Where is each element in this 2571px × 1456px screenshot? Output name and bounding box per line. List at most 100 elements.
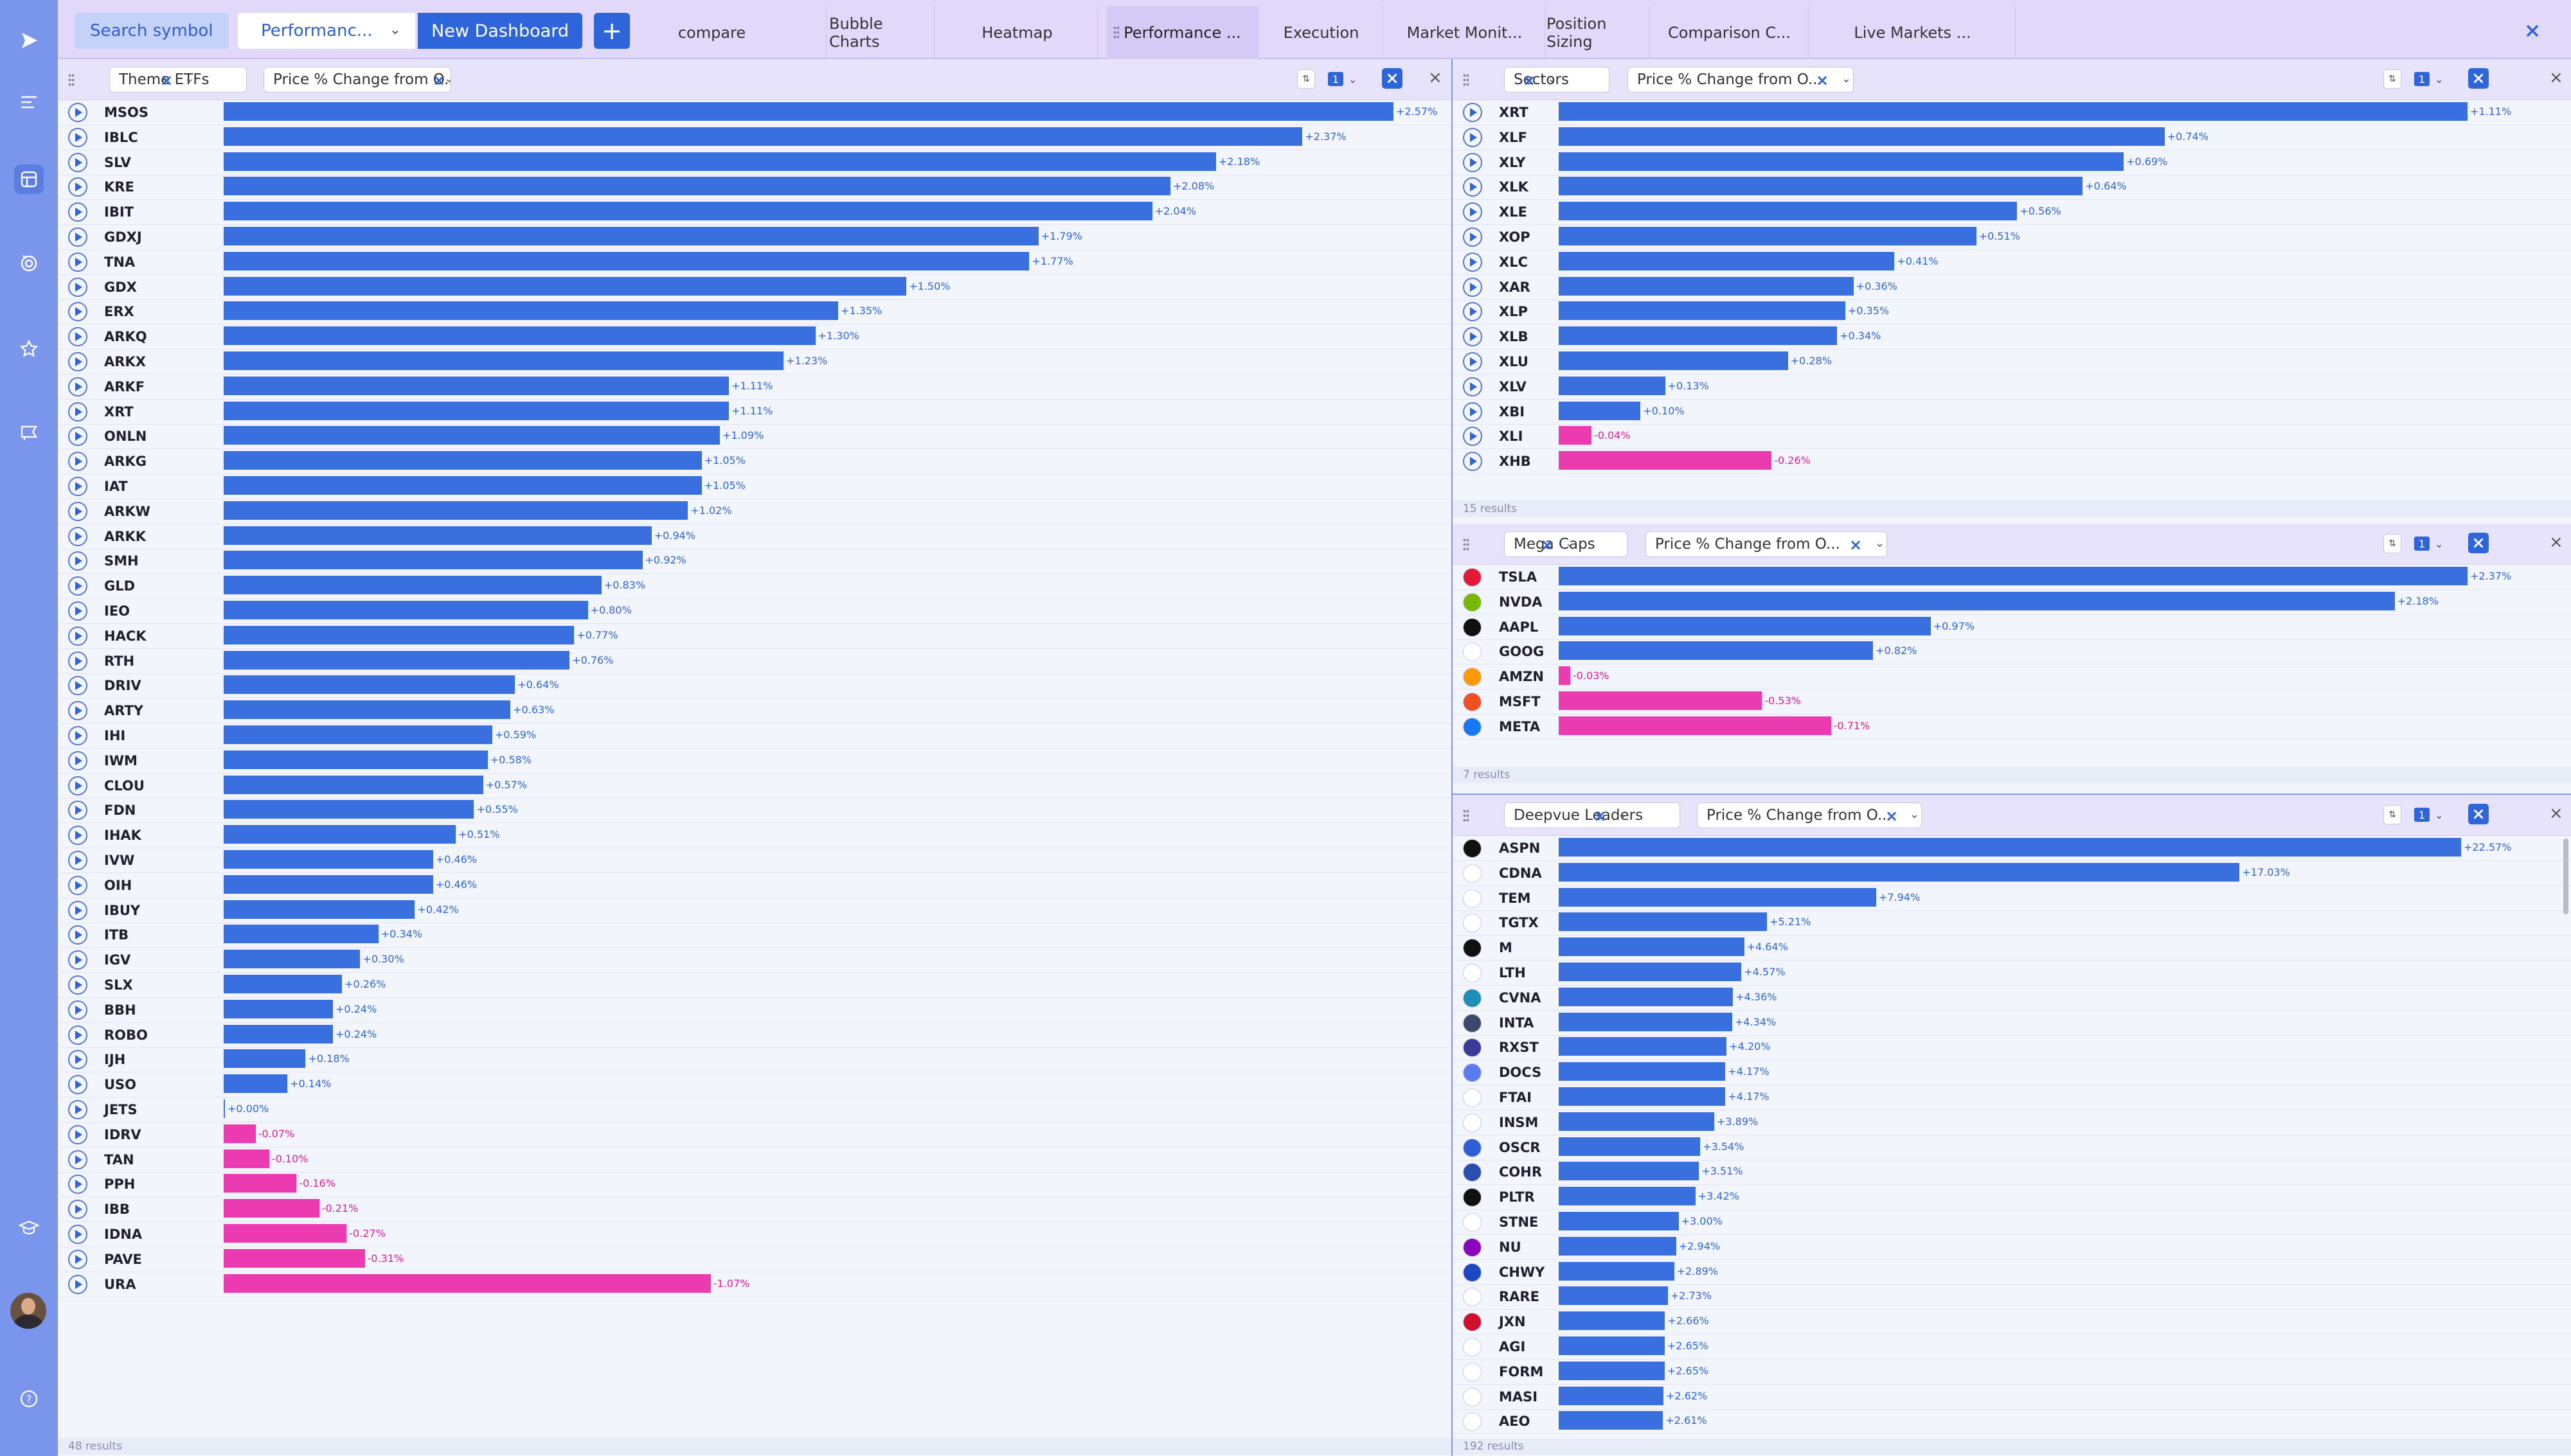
scanner-icon[interactable] (14, 248, 44, 278)
ticker-symbol[interactable]: SMH (104, 553, 139, 569)
table-row[interactable]: XAR +0.36% (1453, 275, 2571, 300)
x-logo-icon[interactable] (2468, 68, 2489, 89)
ticker-symbol[interactable]: ERX (104, 304, 134, 320)
table-row[interactable]: SMH +0.92% (58, 549, 1451, 574)
ticker-symbol[interactable]: XHB (1499, 454, 1531, 470)
table-row[interactable]: PPH -0.16% (58, 1172, 1451, 1198)
ticker-symbol[interactable]: XRT (1499, 105, 1528, 120)
clear-icon[interactable]: × (1849, 536, 1863, 554)
table-row[interactable]: INSM +3.89% (1453, 1110, 2571, 1135)
ticker-symbol[interactable]: XLP (1499, 304, 1528, 320)
clear-icon[interactable]: × (1523, 71, 1536, 89)
ticker-symbol[interactable]: IJH (104, 1052, 126, 1068)
tab-heatmap[interactable]: Heatmap (937, 6, 1098, 59)
ticker-symbol[interactable]: AEO (1499, 1414, 1530, 1430)
table-row[interactable]: GDXJ +1.79% (58, 225, 1451, 250)
table-row[interactable]: IBIT +2.04% (58, 200, 1451, 226)
play-icon[interactable] (68, 252, 87, 272)
table-row[interactable]: TGTX +5.21% (1453, 910, 2571, 936)
ticker-symbol[interactable]: MSOS (104, 105, 148, 120)
ticker-symbol[interactable]: XLI (1499, 429, 1523, 445)
table-row[interactable]: XLY +0.69% (1453, 150, 2571, 175)
drag-handle-icon[interactable] (1463, 538, 1469, 552)
table-row[interactable]: GDX +1.50% (58, 275, 1451, 300)
close-panel-icon[interactable]: × (2549, 804, 2563, 823)
table-row[interactable]: XLC +0.41% (1453, 250, 2571, 275)
table-row[interactable]: PAVE -0.31% (58, 1247, 1451, 1272)
table-row[interactable]: IAT +1.05% (58, 474, 1451, 499)
ticker-symbol[interactable]: ARKX (104, 354, 146, 369)
play-icon[interactable] (68, 103, 87, 122)
watchlist-select[interactable]: Mega Caps × ⌄ (1504, 531, 1627, 557)
ticker-symbol[interactable]: IHI (104, 728, 126, 743)
close-panel-icon[interactable]: × (2549, 68, 2563, 87)
table-row[interactable]: NVDA +2.18% (1453, 590, 2571, 615)
play-icon[interactable] (68, 975, 87, 995)
table-row[interactable]: IGV +0.30% (58, 948, 1451, 973)
table-row[interactable]: STNE +3.00% (1453, 1210, 2571, 1235)
help-icon[interactable]: ? (14, 1384, 44, 1414)
ticker-symbol[interactable]: TSLA (1499, 569, 1537, 585)
table-row[interactable]: XOP +0.51% (1453, 225, 2571, 250)
table-row[interactable]: XRT +1.11% (58, 400, 1451, 425)
play-icon[interactable] (68, 1274, 87, 1294)
table-row[interactable]: NU +2.94% (1453, 1235, 2571, 1260)
ticker-symbol[interactable]: FDN (104, 803, 136, 819)
ticker-symbol[interactable]: ARKK (104, 528, 146, 544)
clear-icon[interactable]: × (1541, 536, 1554, 554)
ticker-symbol[interactable]: MSFT (1499, 694, 1541, 709)
ticker-symbol[interactable]: ARKQ (104, 329, 147, 345)
play-icon[interactable] (68, 826, 87, 846)
table-row[interactable]: MSOS +2.57% (58, 100, 1451, 125)
dashboard-select[interactable]: Performanc... ⌄ (238, 13, 415, 49)
ticker-symbol[interactable]: OIH (104, 877, 132, 893)
ticker-symbol[interactable]: XLC (1499, 254, 1528, 270)
table-row[interactable]: CDNA +17.03% (1453, 861, 2571, 886)
table-row[interactable]: FTAI +4.17% (1453, 1085, 2571, 1110)
table-row[interactable]: XBI +0.10% (1453, 400, 2571, 425)
ticker-symbol[interactable]: TNA (104, 254, 136, 270)
ticker-symbol[interactable]: IEO (104, 603, 130, 619)
play-icon[interactable] (68, 127, 87, 147)
ticker-symbol[interactable]: AMZN (1499, 669, 1544, 685)
play-icon[interactable] (68, 651, 87, 671)
table-row[interactable]: CLOU +0.57% (58, 774, 1451, 799)
play-icon[interactable] (68, 1075, 87, 1095)
ticker-symbol[interactable]: STNE (1499, 1214, 1539, 1230)
ticker-symbol[interactable]: NVDA (1499, 594, 1543, 610)
table-row[interactable]: ARTY +0.63% (58, 698, 1451, 724)
ticker-symbol[interactable]: ROBO (104, 1027, 148, 1043)
play-icon[interactable] (68, 1000, 87, 1020)
play-icon[interactable] (1463, 177, 1482, 197)
ticker-symbol[interactable]: JXN (1499, 1314, 1526, 1330)
clear-icon[interactable]: × (433, 71, 446, 89)
ticker-symbol[interactable]: DRIV (104, 678, 141, 694)
close-panel-icon[interactable]: × (2549, 533, 2563, 552)
table-row[interactable]: JETS +0.00% (58, 1097, 1451, 1123)
table-row[interactable]: XHB -0.26% (1453, 449, 2571, 475)
menu-icon[interactable] (14, 87, 44, 117)
ticker-symbol[interactable]: META (1499, 718, 1541, 734)
ticker-symbol[interactable]: AGI (1499, 1339, 1526, 1354)
ticker-symbol[interactable]: LTH (1499, 965, 1526, 981)
ticker-symbol[interactable]: KRE (104, 179, 134, 195)
play-icon[interactable] (68, 402, 87, 422)
table-row[interactable]: XLK +0.64% (1453, 175, 2571, 200)
sort-toggle-icon[interactable]: ⇅ (2383, 69, 2401, 89)
tab-execution[interactable]: Execution (1260, 6, 1383, 59)
table-row[interactable]: PLTR +3.42% (1453, 1185, 2571, 1211)
table-row[interactable]: AGI +2.65% (1453, 1335, 2571, 1360)
ticker-symbol[interactable]: TAN (104, 1151, 134, 1167)
tab-position-sizing[interactable]: Position Sizing (1546, 6, 1649, 59)
ticker-symbol[interactable]: RARE (1499, 1289, 1539, 1305)
table-row[interactable]: BBH +0.24% (58, 998, 1451, 1023)
sort-toggle-icon[interactable]: ⇅ (2383, 805, 2401, 824)
ticker-symbol[interactable]: XRT (104, 404, 134, 420)
table-row[interactable]: TNA +1.77% (58, 250, 1451, 275)
ticker-symbol[interactable]: XOP (1499, 229, 1530, 245)
play-icon[interactable] (68, 202, 87, 222)
play-icon[interactable] (68, 227, 87, 247)
table-row[interactable]: IBUY +0.42% (58, 898, 1451, 923)
table-row[interactable]: DOCS +4.17% (1453, 1060, 2571, 1086)
play-icon[interactable] (1463, 127, 1482, 147)
